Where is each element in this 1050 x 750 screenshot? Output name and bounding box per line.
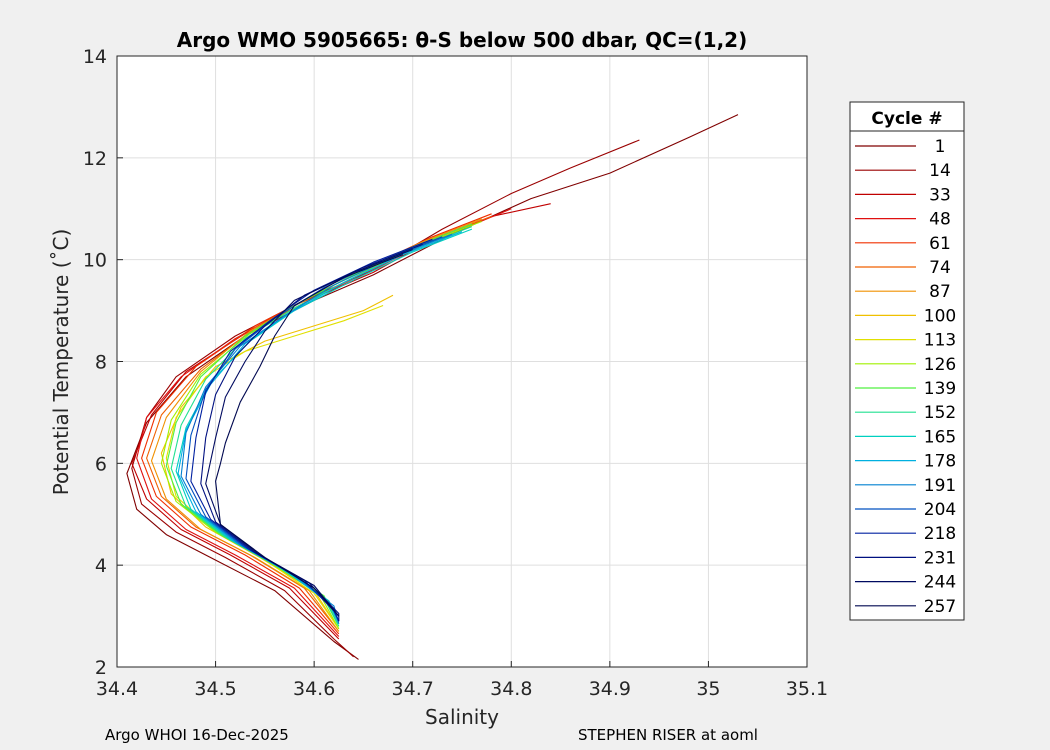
legend-entries: 1 14 33 48 61 74 87 100 113 126 139 152 165 178 191 204… [855, 137, 956, 617]
y-axis: 2 4 6 8 10 12 14 [83, 46, 123, 679]
legend-label: 113 [924, 331, 956, 351]
legend-label: 33 [929, 185, 951, 205]
y-tick-label: 14 [83, 46, 107, 68]
legend-title: Cycle # [871, 109, 942, 129]
x-tick-label: 34.9 [589, 678, 631, 700]
y-tick-label: 6 [95, 453, 107, 475]
legend-label: 100 [924, 306, 956, 326]
legend: Cycle # 11433486174871001131261391521651… [849, 101, 965, 621]
x-tick-label: 35 [696, 678, 720, 700]
legend-label: 14 [929, 161, 951, 181]
y-tick-label: 10 [83, 250, 107, 272]
legend-label: 139 [924, 379, 956, 399]
series-line-cycle-257 [215, 254, 404, 617]
series-line-cycle-1 [126, 114, 739, 660]
legend-label: 244 [924, 573, 956, 593]
legend-label: 152 [924, 403, 956, 423]
legend-label: 257 [924, 597, 956, 617]
y-tick-label: 12 [83, 148, 107, 170]
x-axis: 34.4 34.5 34.6 34.7 34.8 34.9 35 35.1 [96, 661, 828, 700]
x-tick-label: 34.5 [194, 678, 236, 700]
x-tick-label: 34.4 [96, 678, 138, 700]
series-line-cycle-113 [165, 304, 384, 630]
legend-label: 231 [924, 548, 956, 568]
y-tick-label: 2 [95, 657, 107, 679]
series-layer [126, 114, 739, 660]
y-tick-label: 4 [95, 555, 107, 577]
legend-label: 1 [935, 137, 946, 157]
x-tick-label: 34.6 [293, 678, 335, 700]
y-axis-label: Potential Temperature (˚C) [49, 229, 73, 496]
x-axis-label: Salinity [425, 705, 499, 729]
footer-source: Argo WHOI 16-Dec-2025 [105, 726, 289, 744]
legend-label: 218 [924, 524, 956, 544]
legend-label: 191 [924, 476, 956, 496]
x-tick-label: 34.7 [392, 678, 434, 700]
legend-label: 74 [929, 258, 951, 278]
legend-label: 87 [929, 282, 951, 302]
footer-operator: STEPHEN RISER at aoml [578, 726, 758, 744]
x-tick-label: 35.1 [786, 678, 828, 700]
legend-label: 165 [924, 427, 956, 447]
legend-label: 48 [929, 210, 951, 230]
x-tick-label: 34.8 [490, 678, 532, 700]
legend-label: 178 [924, 452, 956, 472]
legend-label: 126 [924, 355, 956, 375]
legend-label: 61 [929, 234, 951, 254]
legend-label: 204 [924, 500, 956, 520]
series-line-cycle-14 [131, 139, 640, 658]
y-tick-label: 8 [95, 352, 107, 374]
chart-title: Argo WMO 5905665: θ-S below 500 dbar, QC… [177, 28, 747, 52]
